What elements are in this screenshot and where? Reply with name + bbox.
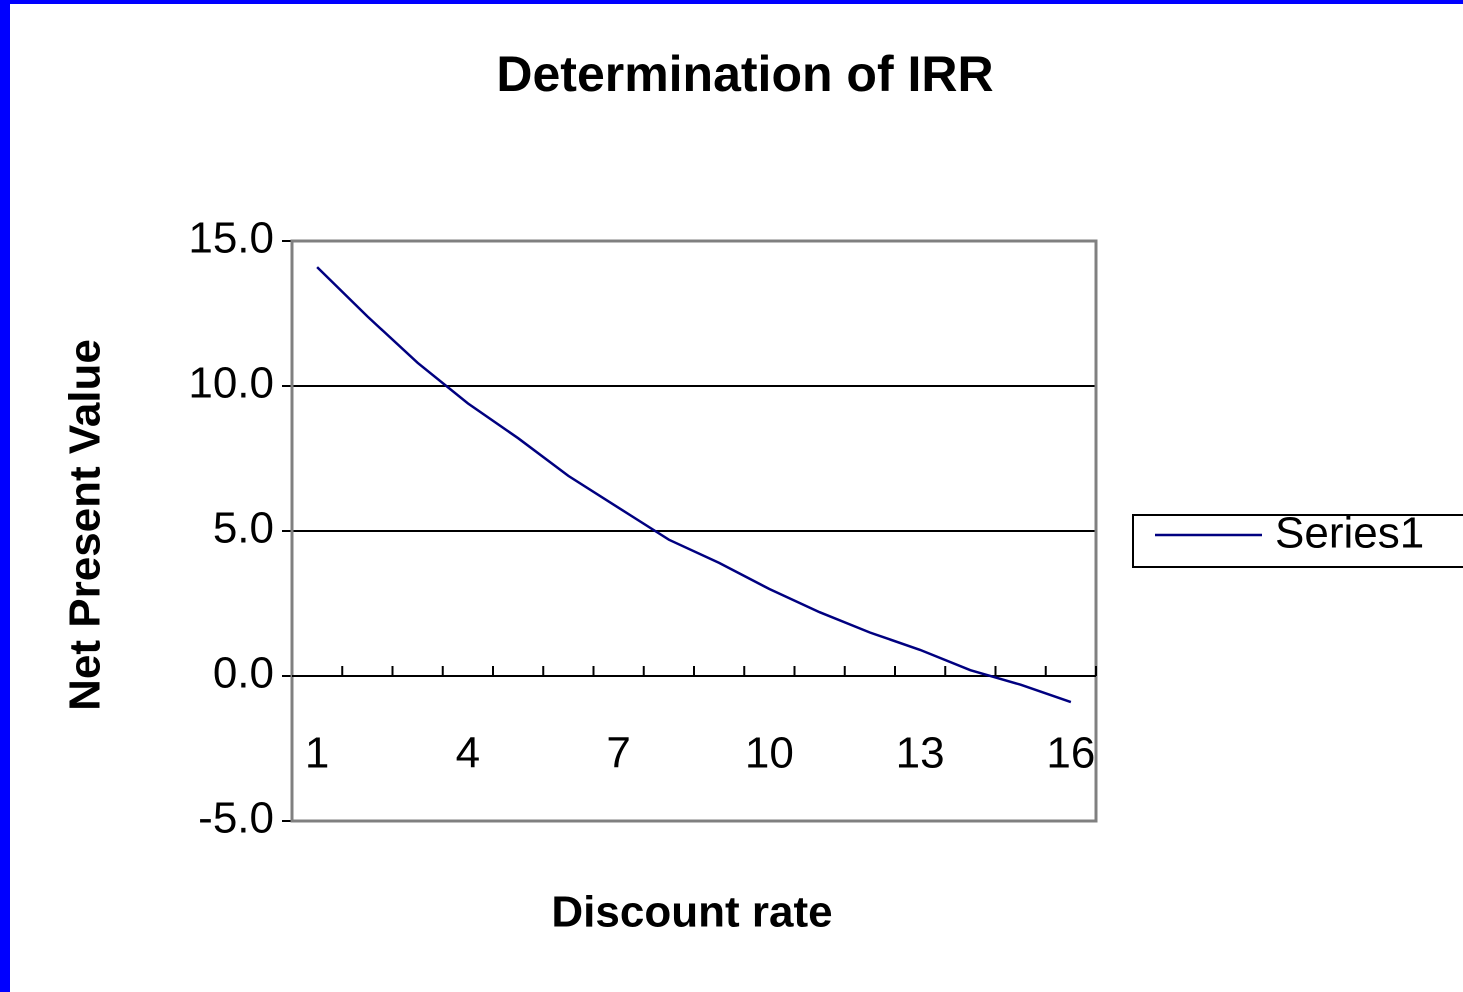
legend-box — [1132, 514, 1463, 568]
y-tick-label: 5.0 — [213, 504, 274, 553]
y-tick-label: 0.0 — [213, 649, 274, 698]
x-tick-label: 4 — [456, 729, 480, 778]
y-axis-label: Net Present Value — [61, 339, 110, 711]
x-tick-label: 16 — [1046, 729, 1095, 778]
x-axis-label: Discount rate — [551, 888, 832, 937]
y-tick-label: 15.0 — [188, 214, 274, 263]
series-line — [316, 266, 1072, 704]
x-tick-label: 1 — [305, 729, 329, 778]
legend-label: Series1 — [1275, 509, 1424, 558]
y-tick-label: -5.0 — [198, 794, 274, 843]
chart-title: Determination of IRR — [496, 46, 993, 102]
x-tick-label: 10 — [745, 729, 794, 778]
chart: Determination of IRR Discount rate Net P… — [10, 4, 1463, 992]
plot-border — [290, 239, 1098, 823]
x-tick-label: 13 — [896, 729, 945, 778]
y-tick-label: 10.0 — [188, 359, 274, 408]
x-tick-label: 7 — [606, 729, 630, 778]
